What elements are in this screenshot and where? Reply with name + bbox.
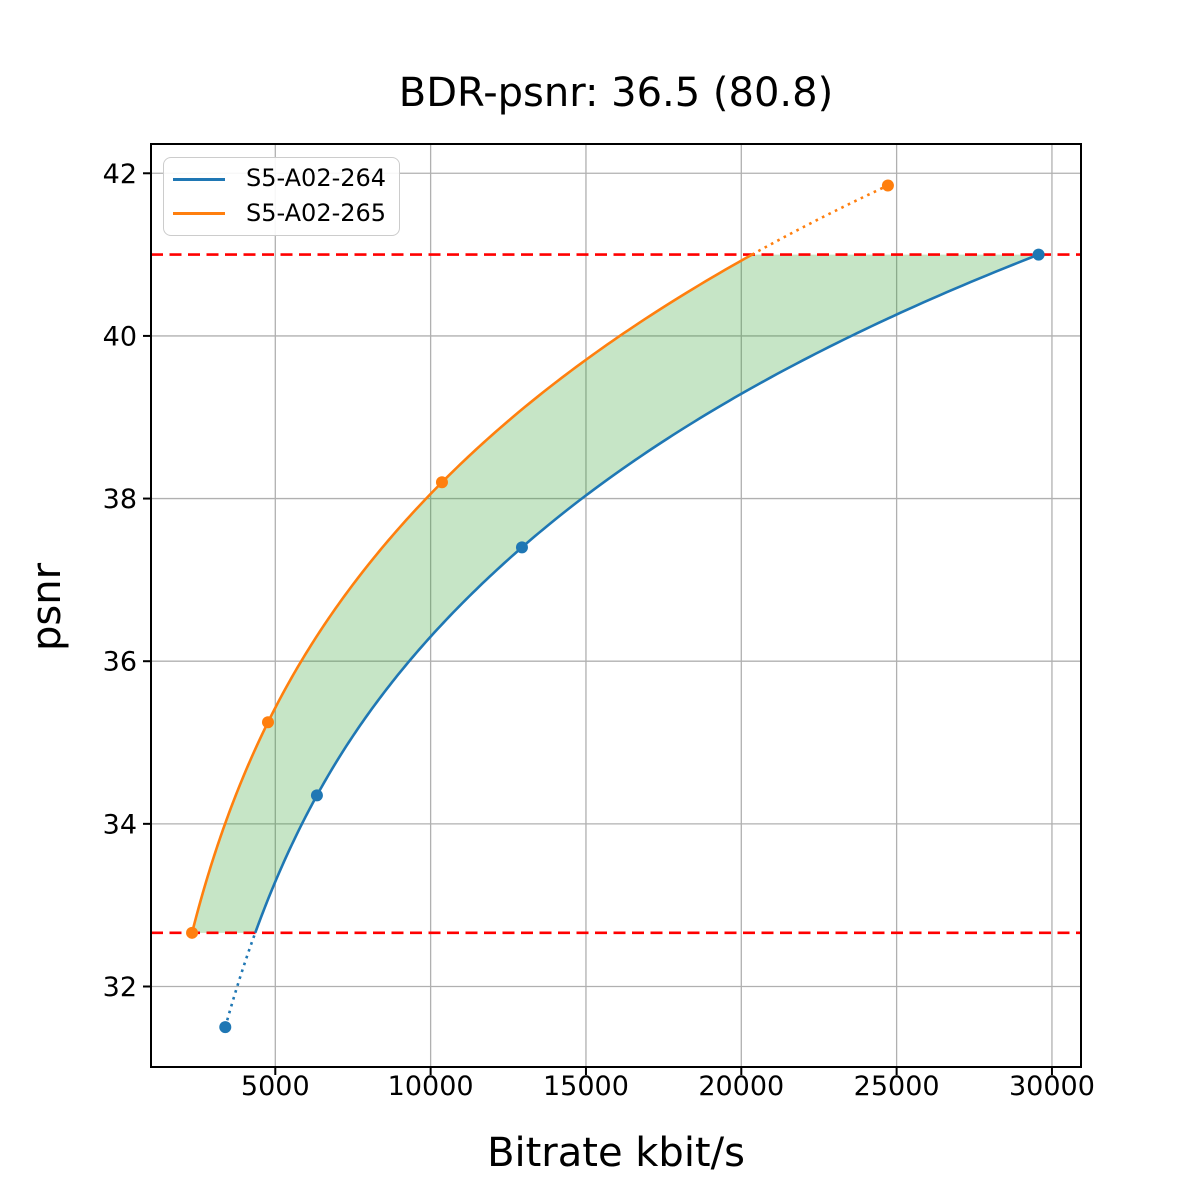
legend-item-s5-a02-264: S5-A02-264 (173, 165, 389, 193)
curve-s5-a02-265 (190, 184, 889, 934)
legend-line-sample-orange (173, 212, 225, 216)
data-point-marker (881, 179, 894, 192)
data-point-marker (435, 476, 448, 489)
grid-lines (151, 144, 1081, 1067)
y-tick-label: 38 (103, 484, 137, 515)
x-tick-label: 15000 (543, 1071, 629, 1102)
x-tick-label: 25000 (854, 1071, 940, 1102)
markers-s5-a02-265 (186, 179, 894, 939)
axes-frame (150, 143, 1082, 1068)
data-point-marker (1032, 248, 1045, 261)
x-axis-label: Bitrate kbit/s (487, 1130, 745, 1176)
legend-label: S5-A02-265 (246, 199, 387, 228)
legend-item-s5-a02-265: S5-A02-265 (173, 200, 389, 228)
chart-title: BDR-psnr: 36.5 (80.8) (398, 70, 834, 116)
data-point-marker (310, 789, 323, 802)
x-tick-label: 30000 (1009, 1071, 1095, 1102)
data-point-marker (219, 1021, 232, 1034)
markers-s5-a02-264 (219, 248, 1045, 1034)
tick-labels: 5000 10000 15000 20000 25000 30000 32 34 36 38 40 4… (103, 159, 1095, 1102)
y-tick-label: 42 (103, 159, 137, 190)
x-tick-label: 10000 (388, 1071, 474, 1102)
data-point-marker (261, 716, 274, 729)
legend-line-sample-blue (173, 177, 225, 181)
legend: S5-A02-264 S5-A02-265 (163, 157, 400, 236)
data-point-marker (515, 541, 528, 554)
data-point-marker (186, 926, 199, 939)
x-tick-label: 20000 (698, 1071, 784, 1102)
overlap-fill-region (192, 254, 1039, 933)
y-tick-label: 40 (103, 321, 137, 352)
legend-label: S5-A02-264 (246, 164, 387, 193)
y-tick-label: 34 (103, 809, 137, 840)
y-tick-label: 36 (103, 647, 137, 678)
curve-s5-a02-264 (224, 253, 1040, 1028)
y-tick-label: 32 (103, 972, 137, 1003)
x-tick-label: 5000 (241, 1071, 310, 1102)
tick-marks (143, 172, 1053, 1075)
